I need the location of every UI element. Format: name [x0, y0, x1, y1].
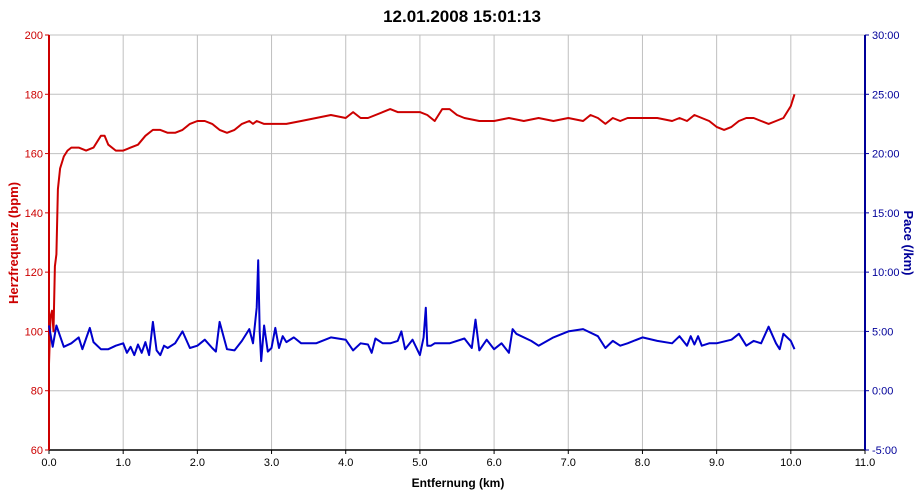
x-axis-label: Entfernung (km)	[412, 476, 505, 490]
y-left-tick-label: 100	[25, 326, 43, 338]
y-right-tick-label: 10:00	[872, 267, 900, 279]
x-tick-label: 10.0	[780, 457, 801, 469]
grid	[49, 34, 866, 450]
heart-rate-series-line	[48, 94, 796, 365]
y-left-tick-label: 180	[25, 89, 43, 101]
y-right-tick-label: 20:00	[872, 149, 900, 161]
y-left-tick-label: 200	[25, 30, 43, 42]
x-tick-label: 2.0	[190, 457, 205, 469]
y-left-tick-label: 160	[25, 149, 43, 161]
x-tick-label: 1.0	[116, 457, 131, 469]
axes	[45, 34, 869, 454]
x-tick-label: 8.0	[635, 457, 650, 469]
y-right-tick-label: 0:00	[872, 386, 893, 398]
x-tick-label: 5.0	[412, 457, 427, 469]
series	[48, 94, 796, 365]
pace-series-line	[48, 259, 796, 363]
y-left-tick-label: 120	[25, 267, 43, 279]
y-axis-left-label: Herzfrequenz (bpm)	[6, 182, 21, 304]
x-tick-label: 11.0	[855, 457, 876, 469]
x-tick-label: 7.0	[561, 457, 576, 469]
y-right-tick-label: 25:00	[872, 89, 900, 101]
chart-title: 12.01.2008 15:01:13	[383, 7, 541, 26]
y-right-tick-label: -5:00	[872, 445, 897, 457]
tick-labels: 0.0 1.0 2.0 3.0 4.0 5.0 6.0 7.0 8.0 9.0 10.0 11.0 60…	[25, 30, 900, 469]
y-right-tick-label: 30:00	[872, 30, 900, 42]
y-right-tick-label: 5:00	[872, 326, 893, 338]
x-tick-label: 9.0	[709, 457, 724, 469]
x-tick-label: 6.0	[486, 457, 501, 469]
x-tick-label: 3.0	[264, 457, 279, 469]
x-tick-label: 4.0	[338, 457, 353, 469]
y-right-tick-label: 15:00	[872, 208, 900, 220]
y-left-tick-label: 140	[25, 208, 43, 220]
y-axis-right-label: Pace (/km)	[901, 210, 916, 275]
y-left-tick-label: 80	[31, 386, 43, 398]
x-tick-label: 0.0	[41, 457, 56, 469]
y-left-tick-label: 60	[31, 445, 43, 457]
